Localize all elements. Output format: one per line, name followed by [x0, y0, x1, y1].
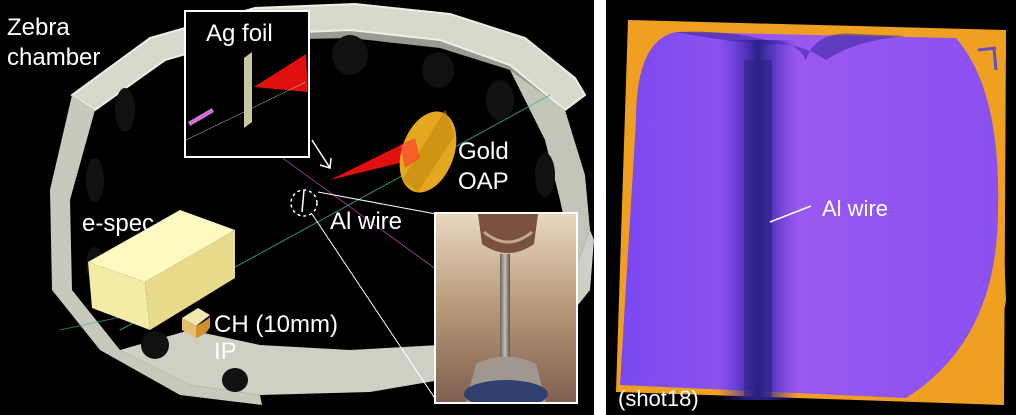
gold-oap-label-line2: OAP [458, 168, 509, 195]
target-circle [290, 189, 318, 217]
inset-wire [188, 108, 214, 126]
ag-foil-label: Ag foil [206, 20, 273, 47]
dark-top-band [676, 31, 906, 60]
gold-oap [399, 110, 457, 193]
ip-label: IP [214, 338, 237, 365]
inset-arrow [311, 139, 332, 169]
exposure-region [620, 32, 999, 398]
photo-wire [500, 254, 510, 364]
gold-oap-label-line1: Gold [458, 138, 509, 165]
al-wire-pointer [769, 205, 812, 223]
shot-label: (shot18) [618, 386, 699, 411]
photo-top-mount [478, 214, 538, 253]
al-wire-label: Al wire [330, 208, 403, 235]
leader-line-top [317, 191, 437, 215]
experimental-setup-panel: Ag foil Zebra [0, 0, 594, 415]
laser-cone [330, 138, 420, 180]
e-spec-label: e-spec [82, 210, 155, 237]
leader-line-bottom [311, 213, 437, 401]
ag-foil-plate [244, 52, 252, 128]
chamber-left-wall [50, 95, 262, 405]
ch-target [182, 308, 211, 338]
al-wire-target [301, 189, 305, 213]
plate-al-wire-label: Al wire [822, 196, 889, 221]
wire-photo-inset [434, 212, 578, 404]
e-spec-block [88, 210, 235, 330]
ag-foil-inset: Ag foil [184, 10, 310, 158]
ch-target-label: CH (10mm) [214, 311, 338, 338]
inset-laser-cone [254, 54, 308, 92]
image-plate-scan [616, 20, 1006, 405]
image-plate-panel: Al wire (shot18) [606, 0, 1016, 415]
chamber-windows [86, 35, 564, 392]
zebra-chamber-label-line1: Zebra [7, 14, 70, 41]
zebra-chamber-label-line2: chamber [7, 44, 101, 71]
wire-photo [436, 214, 576, 402]
ag-foil-drawing [186, 52, 308, 141]
